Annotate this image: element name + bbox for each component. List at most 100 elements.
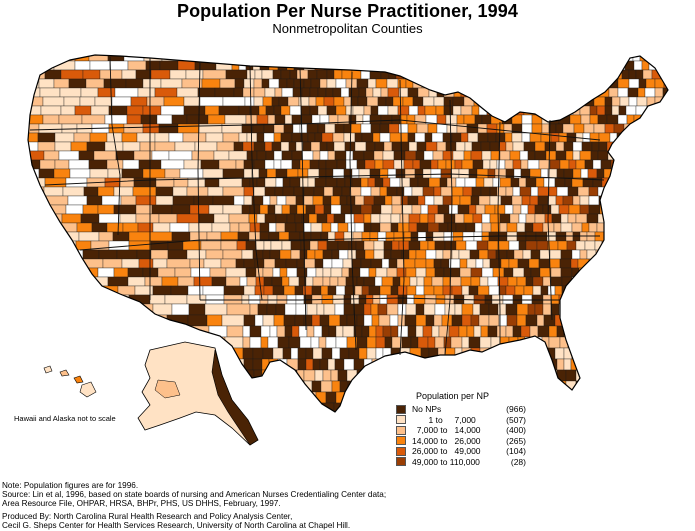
county-cell xyxy=(293,186,305,197)
county-cell xyxy=(652,213,664,224)
county-cell xyxy=(629,177,641,188)
county-cell xyxy=(414,132,426,143)
county-cell xyxy=(495,249,508,260)
county-cell xyxy=(252,347,264,360)
county-cell xyxy=(273,150,283,161)
county-cell xyxy=(299,159,311,170)
county-cell xyxy=(664,380,668,393)
county-cell xyxy=(225,276,241,287)
county-cell xyxy=(460,105,473,116)
county-cell xyxy=(274,204,283,215)
county-cell xyxy=(648,325,660,338)
county-cell xyxy=(377,105,389,116)
county-cell xyxy=(125,78,144,89)
county-cell xyxy=(264,213,277,224)
county-cell xyxy=(574,78,584,89)
county-cell xyxy=(586,380,596,393)
county-cell xyxy=(590,294,600,305)
county-cell xyxy=(98,249,118,260)
county-cell xyxy=(628,258,639,269)
county-cell xyxy=(270,402,282,412)
county-cell xyxy=(488,303,499,316)
county-cell xyxy=(602,402,614,412)
county-cell xyxy=(296,369,305,382)
county-cell xyxy=(650,358,661,371)
county-cell xyxy=(539,380,551,393)
county-cell xyxy=(321,347,333,360)
county-cell xyxy=(421,60,434,71)
county-cell xyxy=(467,55,480,62)
county-cell xyxy=(275,177,284,188)
county-cell xyxy=(637,258,650,269)
county-cell xyxy=(327,150,336,161)
county-cell xyxy=(479,303,490,316)
county-cell xyxy=(89,60,111,71)
county-cell xyxy=(658,325,668,338)
county-cell xyxy=(549,249,562,260)
county-cell xyxy=(502,369,513,382)
county-cell xyxy=(99,325,123,338)
county-cell xyxy=(640,402,653,412)
county-cell xyxy=(529,391,538,404)
county-cell xyxy=(308,213,318,224)
county-cell xyxy=(203,258,222,269)
county-cell xyxy=(343,358,355,371)
county-cell xyxy=(246,69,256,80)
county-cell xyxy=(539,267,552,278)
county-cell xyxy=(511,195,523,206)
county-cell xyxy=(489,159,498,170)
county-cell xyxy=(571,249,581,260)
county-cell xyxy=(391,114,401,125)
county-cell xyxy=(589,78,598,89)
county-cell xyxy=(492,358,505,371)
county-cell xyxy=(380,204,393,215)
county-cell xyxy=(364,369,377,382)
county-cell xyxy=(655,294,664,305)
county-cell xyxy=(529,195,539,206)
county-cell xyxy=(631,402,642,412)
county-cell xyxy=(554,391,567,404)
county-cell xyxy=(597,314,608,327)
county-cell xyxy=(294,380,305,393)
county-cell xyxy=(382,414,392,425)
county-cell xyxy=(591,285,603,296)
county-cell xyxy=(489,186,498,197)
county-cell xyxy=(326,213,335,224)
county-cell xyxy=(335,105,347,116)
county-cell xyxy=(379,132,391,143)
county-cell xyxy=(571,285,584,296)
county-cell xyxy=(480,96,493,107)
county-cell xyxy=(80,213,100,224)
county-cell xyxy=(179,168,204,179)
county-cell xyxy=(185,69,204,80)
county-cell xyxy=(360,204,373,215)
county-cell xyxy=(400,132,409,143)
county-cell xyxy=(547,69,560,80)
county-cell xyxy=(391,195,402,206)
county-cell xyxy=(70,141,88,152)
county-cell xyxy=(638,380,648,393)
county-cell xyxy=(280,69,291,80)
county-cell xyxy=(28,204,48,215)
county-cell xyxy=(436,141,447,152)
county-cell xyxy=(521,123,533,134)
county-cell xyxy=(597,347,609,360)
county-cell xyxy=(327,358,336,371)
county-cell xyxy=(307,402,317,412)
county-cell xyxy=(508,258,519,269)
county-cell xyxy=(463,369,474,382)
county-cell xyxy=(443,87,455,98)
footnotes: Note: Population figures are for 1996. S… xyxy=(2,481,692,530)
county-cell xyxy=(512,267,525,278)
county-cell xyxy=(37,347,55,360)
county-cell xyxy=(264,87,276,98)
county-cell xyxy=(430,159,439,170)
county-cell xyxy=(554,402,567,412)
legend-label: 49,000 to 110,000 xyxy=(412,456,480,467)
county-cell xyxy=(267,336,279,349)
county-cell xyxy=(529,369,541,382)
county-cell xyxy=(239,380,250,393)
county-cell xyxy=(571,222,583,233)
county-cell xyxy=(118,314,136,327)
county-cell xyxy=(598,141,608,152)
